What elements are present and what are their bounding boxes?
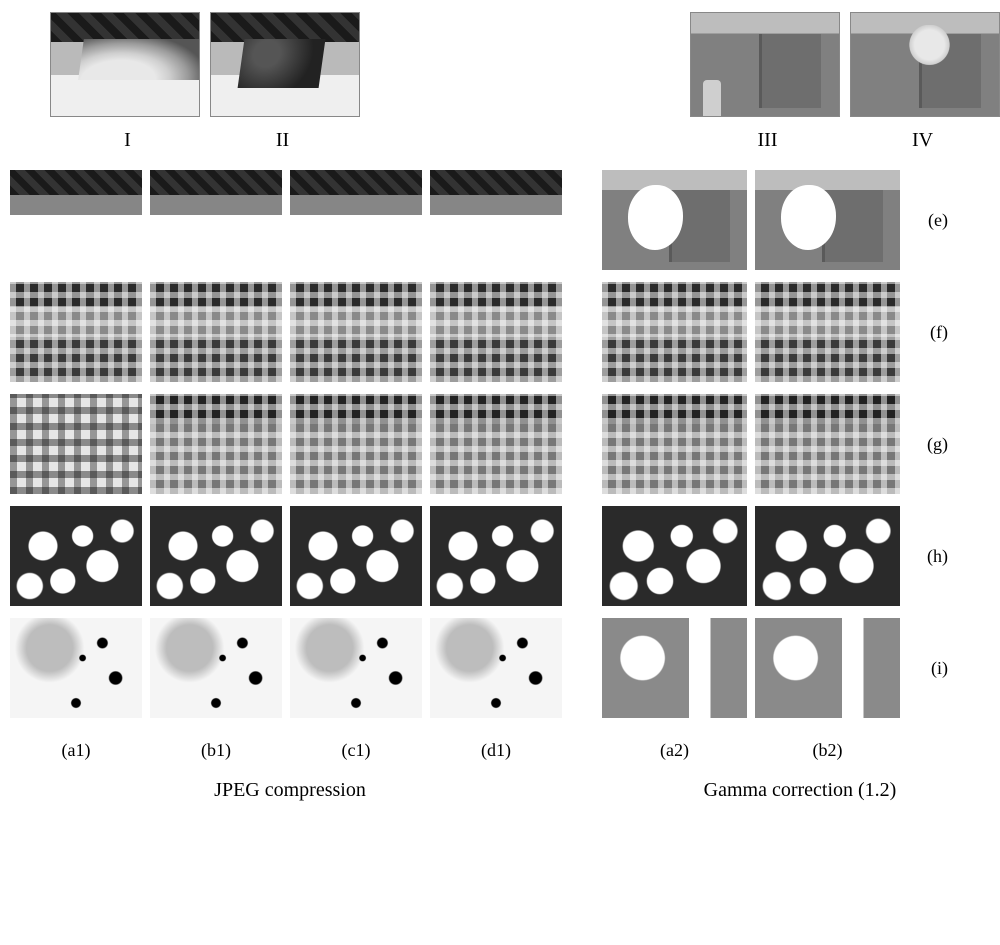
example-image-I [50,12,200,117]
row-label-g: (g) [908,394,950,494]
example-image-IV [850,12,1000,117]
label-I: I [50,129,205,152]
row-side-labels: (e) (f) (g) (h) (i) [908,170,950,761]
col-label-d1: (d1) [430,740,562,761]
right-grid-block: (a2) (b2) (e) (f) (g) (h) (i) [602,170,950,761]
label-II: II [205,129,360,152]
cell-b1-e [150,170,282,270]
top-left-group: I II [50,12,360,152]
results-grid: (a1) (b1) (c1) (d1) [10,170,990,761]
left-row-g [10,394,562,494]
caption-right: Gamma correction (1.2) [570,779,990,802]
right-grid: (a2) (b2) [602,170,900,761]
caption-left: JPEG compression [10,779,570,802]
left-row-f [10,282,562,382]
left-row-i [10,618,562,718]
cell-a2-f [602,282,747,382]
cell-a2-h [602,506,747,606]
top-right-group: III IV [690,12,1000,152]
right-row-f [602,282,900,382]
cell-b2-i [755,618,900,718]
cell-a1-h [10,506,142,606]
cell-d1-f [430,282,562,382]
cell-a1-i [10,618,142,718]
cell-d1-g [430,394,562,494]
row-label-f: (f) [908,282,950,382]
caption-row: JPEG compression Gamma correction (1.2) [10,779,990,802]
row-label-i: (i) [908,618,950,718]
cell-b1-f [150,282,282,382]
cell-a1-f [10,282,142,382]
top-left-images [50,12,360,117]
right-row-e [602,170,900,270]
cell-c1-e [290,170,422,270]
cell-b2-g [755,394,900,494]
cell-c1-h [290,506,422,606]
cell-b2-e [755,170,900,270]
cell-d1-e [430,170,562,270]
cell-b2-f [755,282,900,382]
comparison-figure: I II III IV [10,12,990,802]
cell-a1-g [10,394,142,494]
cell-a2-g [602,394,747,494]
col-label-b1: (b1) [150,740,282,761]
label-III: III [690,129,845,152]
right-column-labels: (a2) (b2) [602,740,900,761]
col-label-b2: (b2) [755,740,900,761]
left-row-e [10,170,562,270]
cell-b2-h [755,506,900,606]
cell-a2-e [602,170,747,270]
left-row-h [10,506,562,606]
cell-c1-f [290,282,422,382]
top-right-images [690,12,1000,117]
row-label-e: (e) [908,170,950,270]
left-column-labels: (a1) (b1) (c1) (d1) [10,740,562,761]
cell-d1-h [430,506,562,606]
cell-c1-i [290,618,422,718]
col-label-c1: (c1) [290,740,422,761]
cell-b1-i [150,618,282,718]
right-row-i [602,618,900,718]
example-image-II [210,12,360,117]
example-image-III [690,12,840,117]
right-row-g [602,394,900,494]
cell-a2-i [602,618,747,718]
col-label-a1: (a1) [10,740,142,761]
top-left-labels: I II [50,129,360,152]
right-row-h [602,506,900,606]
label-IV: IV [845,129,1000,152]
cell-c1-g [290,394,422,494]
top-right-labels: III IV [690,129,1000,152]
cell-a1-e [10,170,142,270]
row-label-h: (h) [908,506,950,606]
cell-b1-h [150,506,282,606]
top-examples-row: I II III IV [10,12,990,152]
cell-b1-g [150,394,282,494]
left-grid: (a1) (b1) (c1) (d1) [10,170,562,761]
col-label-a2: (a2) [602,740,747,761]
cell-d1-i [430,618,562,718]
